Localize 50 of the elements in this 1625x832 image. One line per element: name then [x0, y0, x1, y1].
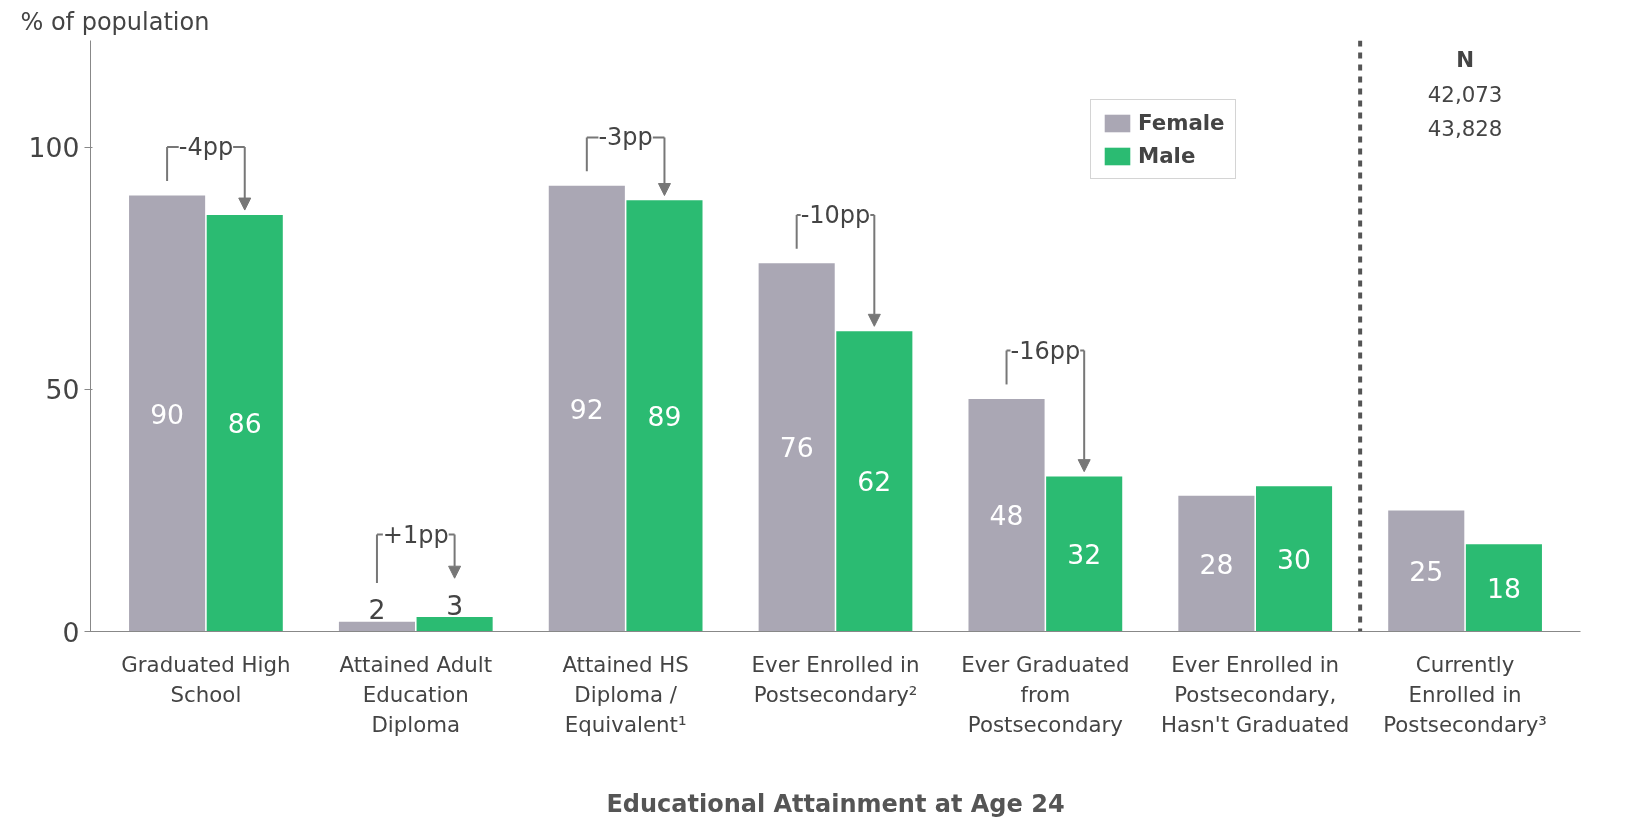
data-label: 48	[989, 500, 1024, 532]
bar	[416, 616, 493, 632]
y-tick-label: 50	[45, 374, 80, 406]
data-label: 76	[779, 432, 814, 464]
x-tick-label: Attained HS Diploma / Equivalent¹	[562, 651, 689, 737]
y-tick-label: 100	[28, 132, 80, 164]
bar	[1046, 476, 1123, 632]
annotation: 42,073	[1427, 81, 1503, 107]
bar	[1465, 544, 1542, 632]
data-label: 86	[227, 408, 262, 440]
data-label: 2	[368, 594, 386, 626]
x-tick-label: Ever Enrolled in Postsecondary²	[751, 651, 920, 707]
data-label: 30	[1277, 543, 1311, 575]
bar	[338, 621, 416, 632]
legend-label: Female	[1138, 110, 1225, 135]
x-tick-label: Graduated High School	[121, 651, 291, 707]
x-tick-label: Currently Enrolled in Postsecondary³	[1383, 651, 1547, 737]
bar	[1178, 495, 1255, 632]
y-tick-label: 0	[62, 616, 80, 648]
annotation: -3pp	[598, 123, 653, 152]
data-label: 28	[1199, 548, 1234, 580]
x-axis-title: Educational Attainment at Age 24	[606, 789, 1065, 818]
data-label: 32	[1067, 538, 1102, 570]
bar	[548, 185, 625, 632]
data-label: 90	[150, 398, 185, 430]
annotation: -10pp	[800, 200, 871, 229]
annotation: +1pp	[382, 520, 449, 549]
bar	[129, 195, 206, 632]
data-label: 92	[569, 393, 604, 425]
x-tick-label: Attained Adult Education Diploma	[339, 651, 493, 737]
bar	[968, 398, 1045, 632]
bar	[206, 214, 283, 632]
data-label: 89	[647, 400, 682, 432]
bar	[626, 200, 703, 632]
annotation: -4pp	[178, 133, 234, 162]
x-tick-label: Ever Enrolled in Postsecondary, Hasn't Graduated	[1161, 651, 1350, 737]
data-label: 25	[1409, 555, 1444, 587]
annotation: N	[1456, 47, 1475, 73]
annotation: -16pp	[1010, 336, 1081, 365]
data-label: 3	[446, 589, 464, 621]
y-axis-title: % of population	[20, 7, 210, 36]
data-label: 18	[1486, 572, 1521, 604]
bar	[1255, 486, 1333, 632]
bar	[1388, 510, 1465, 632]
x-tick-label: Ever Graduated from Postsecondary	[961, 651, 1130, 737]
legend-label: Male	[1138, 143, 1196, 168]
bar	[758, 263, 835, 632]
annotation: 43,828	[1427, 115, 1503, 141]
bar	[836, 331, 913, 632]
data-label: 62	[857, 466, 892, 498]
